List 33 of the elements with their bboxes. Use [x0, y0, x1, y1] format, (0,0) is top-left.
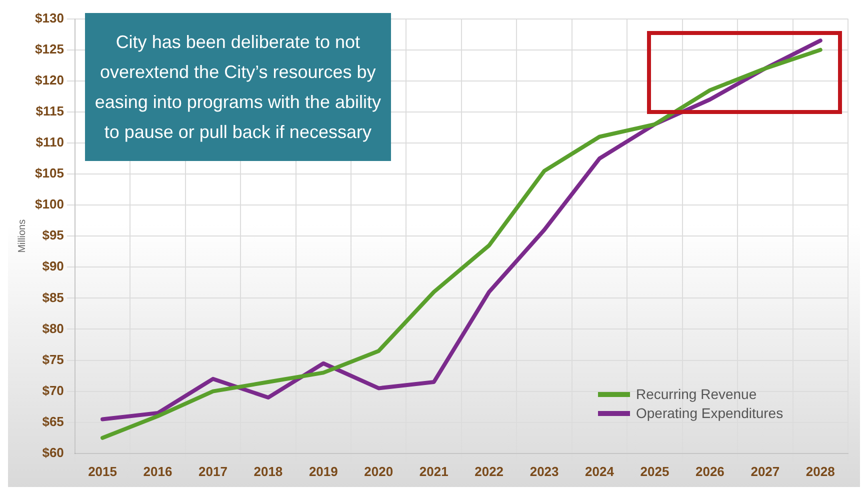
y-tick-label: $65 [42, 414, 64, 429]
y-tick-label: $105 [35, 166, 64, 181]
x-tick-label: 2024 [585, 464, 615, 479]
legend-label: Operating Expenditures [636, 405, 784, 422]
x-tick-label: 2026 [695, 464, 724, 479]
x-tick-label: 2028 [806, 464, 835, 479]
x-tick-label: 2022 [474, 464, 504, 479]
legend-label: Recurring Revenue [636, 386, 757, 402]
y-axis-title: Millions [16, 219, 28, 253]
y-tick-label: $75 [42, 352, 64, 367]
x-tick-label: 2019 [308, 464, 338, 479]
y-tick-label: $80 [42, 320, 64, 336]
x-tick-label: 2025 [640, 464, 670, 479]
y-tick-label: $70 [42, 382, 64, 398]
y-tick-label: $115 [36, 104, 64, 119]
y-tick-label: $85 [42, 290, 64, 305]
x-tick-label: 2021 [419, 464, 448, 479]
y-tick-label: $120 [35, 72, 64, 88]
y-tick-label: $125 [35, 41, 64, 56]
x-tick-label: 2020 [364, 464, 394, 479]
y-tick-label: $90 [42, 258, 64, 274]
y-tick-label: $100 [35, 196, 64, 212]
x-tick-label: 2016 [143, 464, 172, 479]
y-tick-label: $95 [42, 228, 64, 243]
x-tick-label: 2018 [254, 464, 283, 479]
x-tick-label: 2015 [88, 464, 117, 479]
y-tick-label: $110 [36, 134, 64, 150]
annotation: City has been deliberate to not overextend the City’s resources by easing into programs with the ability to pause or pull back if necessary [84, 12, 391, 161]
x-tick-label: 2027 [750, 464, 780, 479]
x-tick-label: 2023 [530, 464, 559, 479]
y-tick-label: $130 [35, 10, 64, 26]
x-tick-label: 2017 [198, 464, 228, 479]
y-tick-label: $60 [42, 444, 64, 460]
